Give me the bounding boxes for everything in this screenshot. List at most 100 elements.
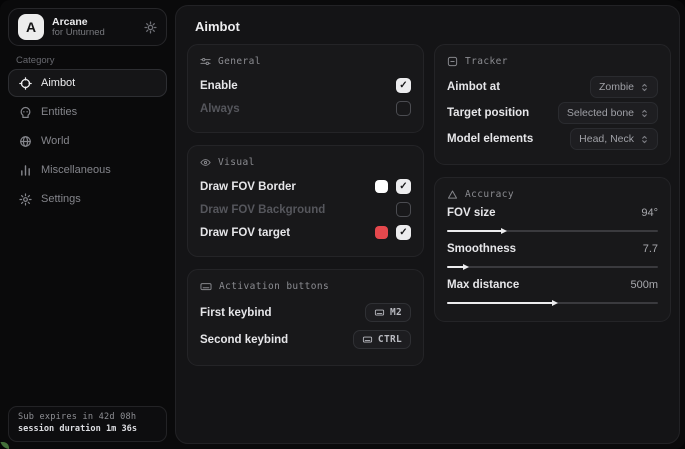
select-value: Zombie xyxy=(598,81,634,93)
setting-row-always: Always xyxy=(200,97,411,120)
activation-card: Activation buttons First keybind M2 xyxy=(187,269,424,366)
visual-card-title: Visual xyxy=(218,157,255,168)
setting-label: Draw FOV Background xyxy=(200,203,326,216)
first-keybind-button[interactable]: M2 xyxy=(364,303,411,322)
setting-label: Enable xyxy=(200,79,238,92)
setting-label: Always xyxy=(200,102,240,115)
slider-fill-and-thumb[interactable] xyxy=(447,227,507,234)
tracker-box-icon xyxy=(447,56,458,67)
app-name: Arcane xyxy=(52,15,88,28)
always-checkbox[interactable] xyxy=(396,101,411,116)
setting-label: Aimbot at xyxy=(447,81,501,93)
sidebar-item-settings[interactable]: Settings xyxy=(8,185,167,213)
tracker-card: Tracker Aimbot at Zombie xyxy=(434,44,671,165)
settings-gear-icon xyxy=(19,192,32,206)
setting-row-model-elements: Model elements Head, Neck xyxy=(447,126,658,152)
general-card: General Enable Always xyxy=(187,44,424,133)
enable-checkbox[interactable] xyxy=(396,78,411,93)
fov-background-checkbox[interactable] xyxy=(396,202,411,217)
fov-target-checkbox[interactable] xyxy=(396,225,411,240)
fov-size-slider-group: FOV size 94° xyxy=(447,207,658,235)
setting-label: Model elements xyxy=(447,133,534,145)
app-subtitle: for Unturned xyxy=(52,26,105,38)
keybind-value: CTRL xyxy=(377,334,402,345)
background-game-glimpse xyxy=(0,442,9,449)
setting-label: Draw FOV Border xyxy=(200,180,296,193)
activation-card-header: Activation buttons xyxy=(200,281,411,292)
crosshair-icon xyxy=(19,76,32,90)
fov-target-color-swatch[interactable] xyxy=(375,226,388,239)
main-panel: Aimbot General xyxy=(175,5,680,444)
smoothness-slider[interactable] xyxy=(447,263,658,271)
select-value: Head, Neck xyxy=(579,133,634,145)
setting-row-enable: Enable xyxy=(200,74,411,97)
accuracy-card-header: Accuracy xyxy=(447,189,658,200)
smoothness-slider-group: Smoothness 7.7 xyxy=(447,243,658,271)
accuracy-card: Accuracy FOV size 94° xyxy=(434,177,671,322)
keyboard-icon xyxy=(374,308,385,317)
max-distance-value: 500m xyxy=(630,279,658,291)
setting-row-fov-border: Draw FOV Border xyxy=(200,175,411,198)
tracker-card-header: Tracker xyxy=(447,56,658,67)
setting-row-fov-background: Draw FOV Background xyxy=(200,198,411,221)
sidebar-item-label: World xyxy=(41,135,70,147)
session-duration-text: session duration 1m 36s xyxy=(18,424,137,434)
chevron-up-down-icon xyxy=(640,109,649,118)
fov-size-slider[interactable] xyxy=(447,227,658,235)
aimbot-at-select[interactable]: Zombie xyxy=(589,76,658,98)
right-column: Tracker Aimbot at Zombie xyxy=(434,44,671,322)
sub-expiry-text: Sub expires in 42d 08h xyxy=(18,412,137,422)
sidebar-item-aimbot[interactable]: Aimbot xyxy=(8,69,167,97)
target-position-select[interactable]: Selected bone xyxy=(557,102,658,124)
entities-icon xyxy=(19,106,32,119)
setting-label: Draw FOV target xyxy=(200,226,291,239)
app-logo: A xyxy=(18,14,44,40)
bars-icon xyxy=(19,164,32,177)
sidebar-item-world[interactable]: World xyxy=(8,127,167,155)
select-value: Selected bone xyxy=(566,107,634,119)
sidebar-item-label: Entities xyxy=(41,106,78,118)
fov-size-value: 94° xyxy=(641,207,658,219)
sidebar-nav: Aimbot Entities xyxy=(8,69,167,213)
setting-row-aimbot-at: Aimbot at Zombie xyxy=(447,74,658,100)
chevron-up-down-icon xyxy=(640,135,649,144)
page-title: Aimbot xyxy=(195,19,240,34)
chevron-up-down-icon xyxy=(640,83,649,92)
model-elements-select[interactable]: Head, Neck xyxy=(570,128,658,150)
sidebar-item-entities[interactable]: Entities xyxy=(8,98,167,126)
subscription-status-card: Sub expires in 42d 08h session duration … xyxy=(8,406,167,442)
sidebar-item-label: Settings xyxy=(41,193,81,205)
activation-card-title: Activation buttons xyxy=(219,281,330,292)
sidebar: A Arcane for Unturned Category xyxy=(0,0,175,449)
tracker-card-title: Tracker xyxy=(465,56,508,67)
setting-row-fov-target: Draw FOV target xyxy=(200,221,411,244)
smoothness-value: 7.7 xyxy=(642,243,658,255)
slider-track xyxy=(447,266,658,268)
gear-icon[interactable] xyxy=(144,20,157,34)
category-label: Category xyxy=(16,55,55,66)
setting-label: Target position xyxy=(447,107,530,119)
general-card-header: General xyxy=(200,56,411,67)
sidebar-item-label: Aimbot xyxy=(41,77,76,89)
slider-fill-and-thumb[interactable] xyxy=(447,299,557,306)
sidebar-item-label: Miscellaneous xyxy=(41,164,111,176)
brand-card: A Arcane for Unturned xyxy=(8,8,167,46)
visual-card-header: Visual xyxy=(200,157,411,168)
sliders-icon xyxy=(200,56,211,67)
triangle-icon xyxy=(447,189,458,200)
setting-label: Second keybind xyxy=(200,333,289,346)
second-keybind-button[interactable]: CTRL xyxy=(352,330,411,349)
setting-row-target-position: Target position Selected bone xyxy=(447,100,658,126)
keyboard-icon xyxy=(362,335,373,344)
max-distance-slider[interactable] xyxy=(447,299,658,307)
fov-border-checkbox[interactable] xyxy=(396,179,411,194)
general-card-title: General xyxy=(218,56,261,67)
sidebar-item-miscellaneous[interactable]: Miscellaneous xyxy=(8,156,167,184)
visual-card: Visual Draw FOV Border Draw FOV Backgrou… xyxy=(187,145,424,257)
accuracy-card-title: Accuracy xyxy=(465,189,514,200)
setting-row-first-keybind: First keybind M2 xyxy=(200,299,411,326)
setting-label: Smoothness xyxy=(447,243,517,255)
slider-fill-and-thumb[interactable] xyxy=(447,263,469,270)
fov-border-color-swatch[interactable] xyxy=(375,180,388,193)
